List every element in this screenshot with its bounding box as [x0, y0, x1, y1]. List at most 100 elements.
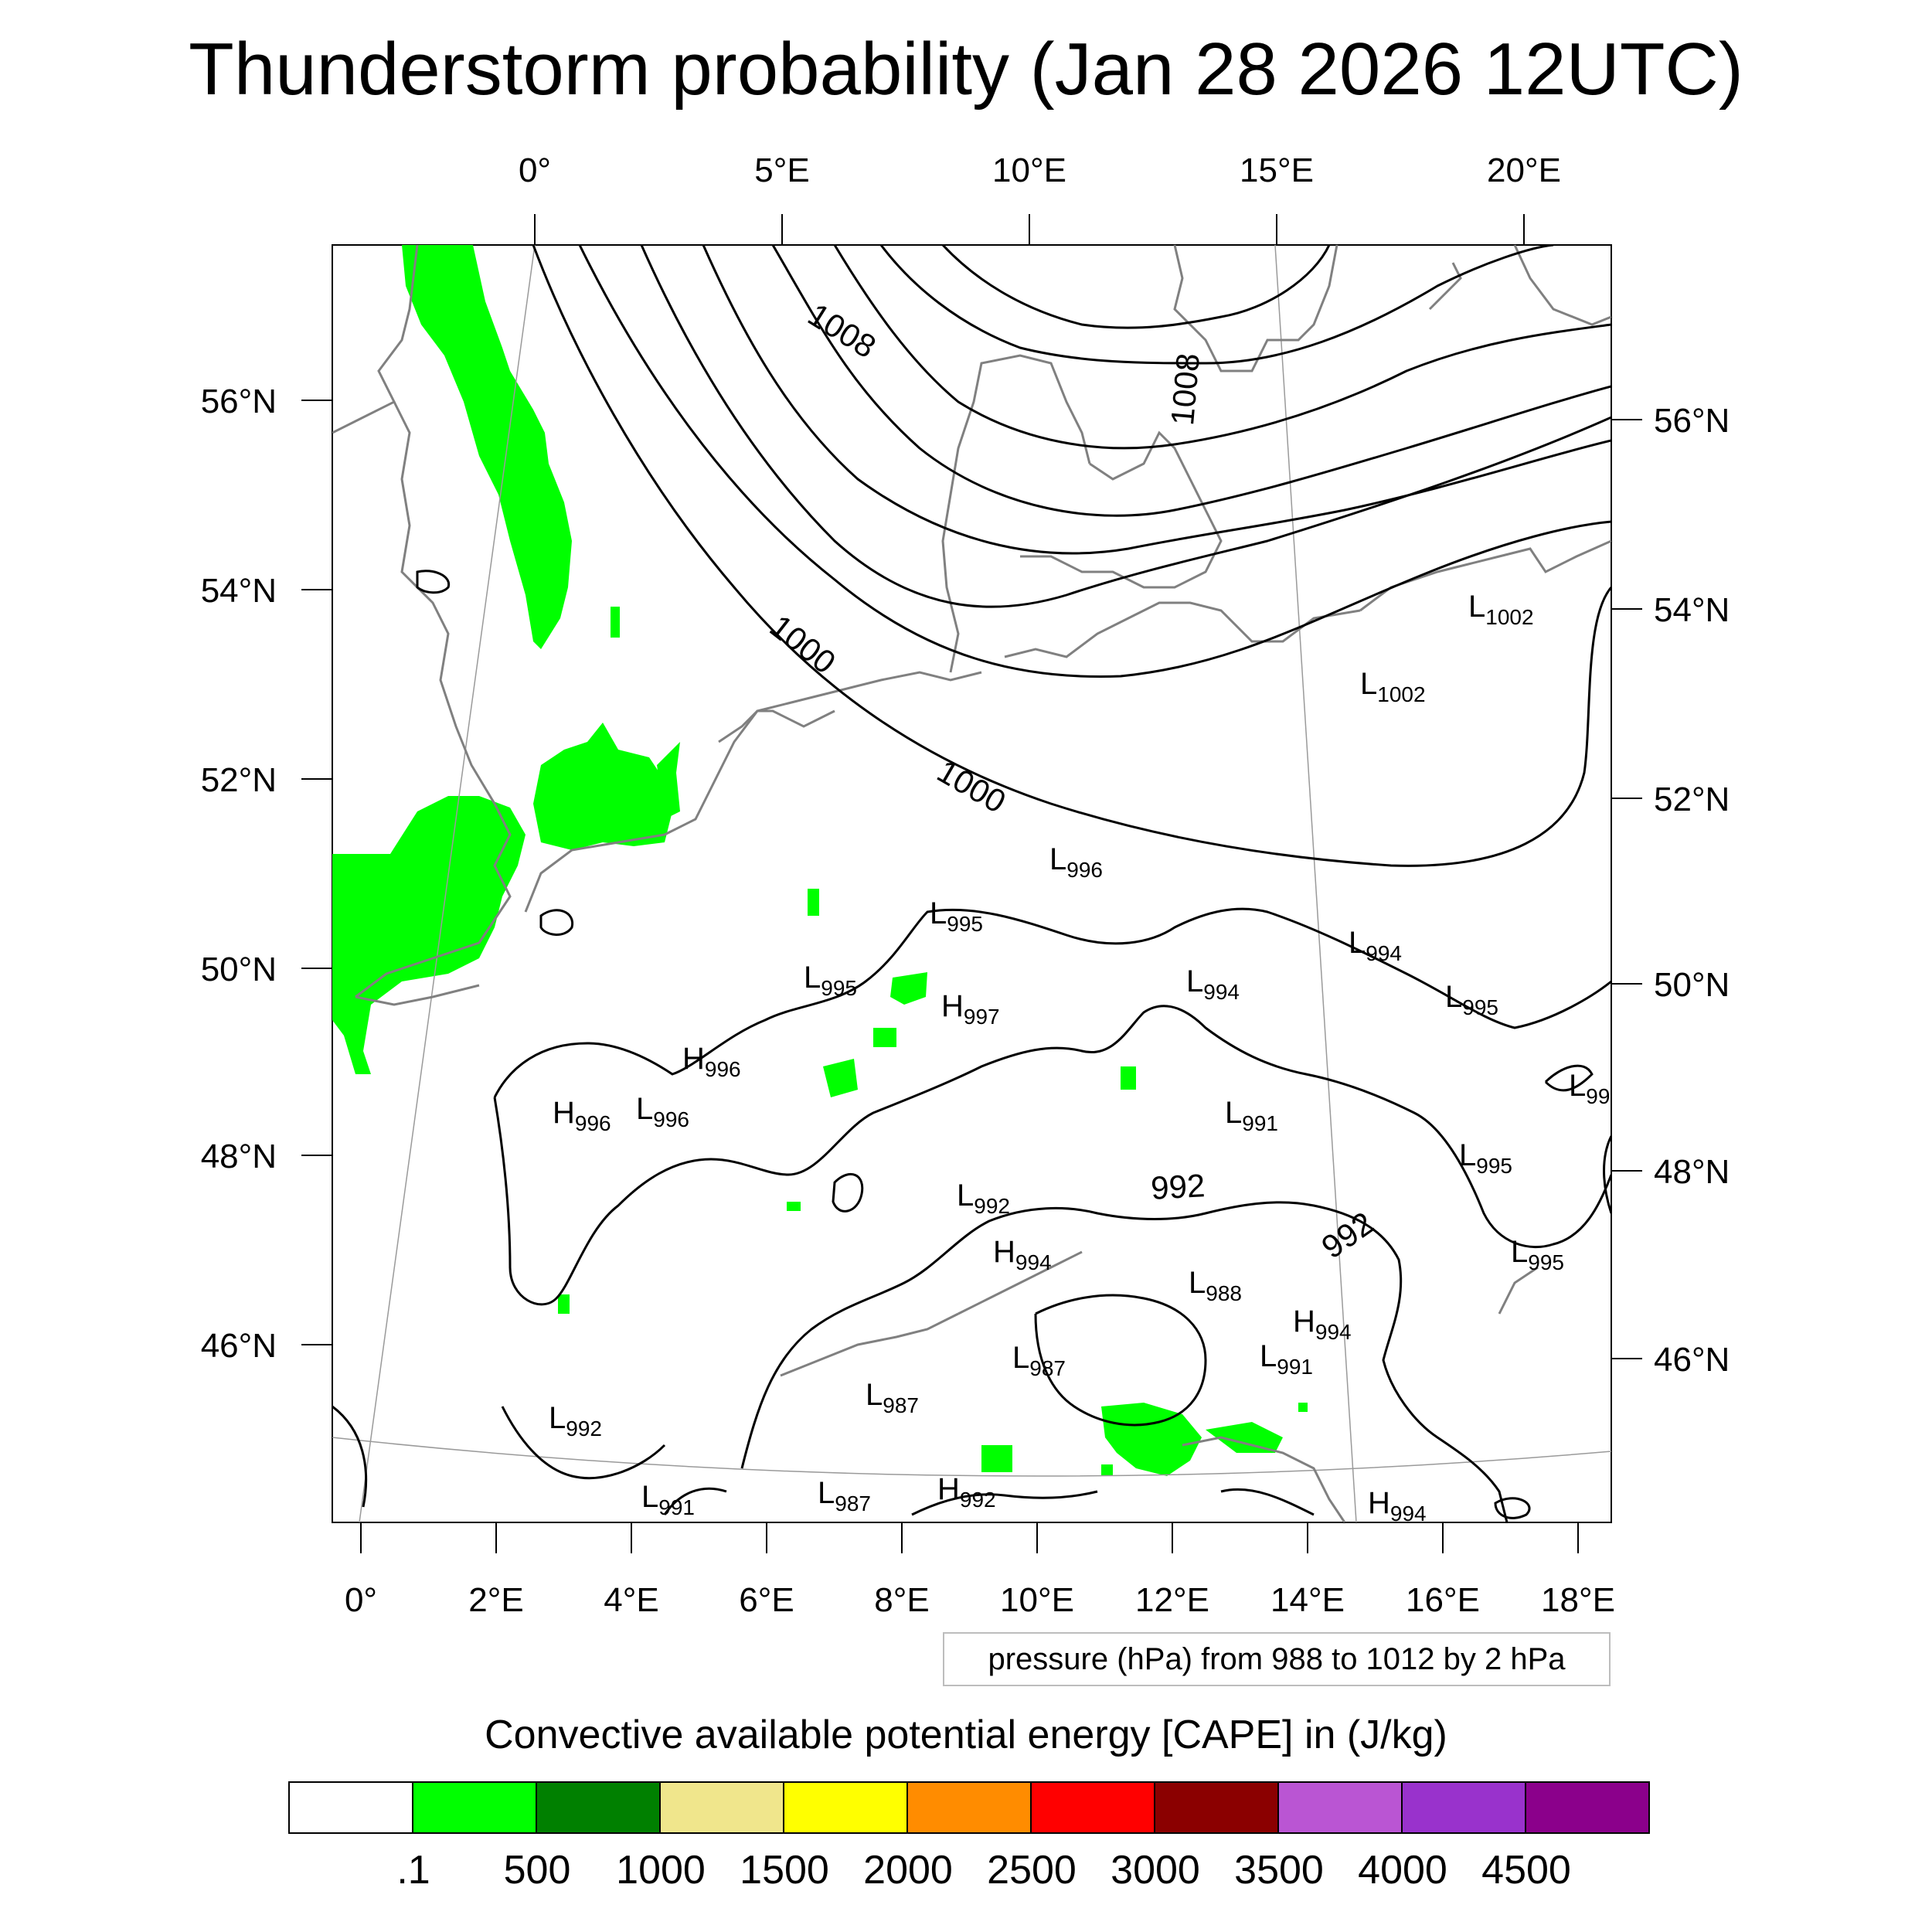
- coastlines: [332, 245, 1611, 1522]
- isobar-996-south: [493, 907, 1611, 1098]
- pressure-center-label: L987: [1012, 1341, 1066, 1380]
- contour-caption: pressure (hPa) from 988 to 1012 by 2 hPa: [943, 1632, 1611, 1686]
- colorbar-swatch: [1403, 1783, 1526, 1832]
- pressure-center-label: L991: [1260, 1339, 1313, 1379]
- isobar-bottom-2: [911, 1490, 1098, 1516]
- colorbar-swatch: [1526, 1783, 1648, 1832]
- coast-netherlands: [718, 709, 835, 743]
- pressure-center-label: L987: [866, 1378, 919, 1417]
- isobar-f: [833, 245, 1611, 450]
- bottom-lon-label: 14°E: [1270, 1581, 1345, 1619]
- isobar-uk-loop: [416, 570, 451, 594]
- pressure-center-label: L99: [1569, 1069, 1610, 1108]
- colorbar-swatch: [1032, 1783, 1155, 1832]
- isobar-988: [1034, 1294, 1207, 1427]
- isobar-east-edge: [1603, 1135, 1611, 1214]
- isobar-e: [771, 245, 1611, 517]
- meridian-0: [359, 245, 536, 1522]
- pressure-center-label: H996: [553, 1096, 611, 1135]
- pressure-center-label: L991: [641, 1480, 695, 1519]
- graticule: [332, 245, 1611, 1522]
- pressure-center-label: H996: [682, 1042, 741, 1081]
- isobar-b: [578, 245, 1611, 678]
- pressure-center-label: L987: [818, 1476, 871, 1515]
- colorbar-title: Convective available potential energy [C…: [485, 1713, 1447, 1757]
- isobar-west-loop: [501, 1406, 666, 1480]
- pressure-center-label: H992: [937, 1472, 996, 1512]
- coast-alps-2: [957, 1250, 1083, 1315]
- pressure-center-label: L995: [930, 896, 983, 936]
- cape-area-uk-2: [533, 723, 672, 850]
- cape-cell-2: [808, 889, 819, 916]
- pressure-center-label: L991: [1225, 1096, 1278, 1135]
- colorbar-swatch: [784, 1783, 908, 1832]
- colorbar-label: 4500: [1481, 1848, 1571, 1893]
- bottom-lon-label: 18°E: [1541, 1581, 1615, 1619]
- coast-alps-1: [780, 1312, 959, 1377]
- colorbar-swatch: [290, 1783, 413, 1832]
- cape-cell-7: [787, 1202, 801, 1211]
- axis-ticks: [301, 214, 1642, 1553]
- isobar-bottom-3: [1220, 1488, 1315, 1516]
- pressure-center-label: L994: [1186, 964, 1240, 1004]
- meridian-15e: [1274, 245, 1357, 1522]
- pressure-center-label: L1002: [1468, 590, 1534, 629]
- isobar-g: [879, 245, 1554, 365]
- coast-baltic-east: [1513, 245, 1611, 326]
- colorbar-label: 3000: [1111, 1848, 1200, 1893]
- isobar-h: [941, 245, 1331, 329]
- cape-area-uk-1: [332, 796, 526, 1074]
- isobar-east-wiggle: [1544, 1064, 1594, 1092]
- right-lat-label: 50°N: [1654, 966, 1730, 1004]
- left-lat-label: 46°N: [201, 1327, 277, 1365]
- top-lon-label: 5°E: [754, 151, 809, 189]
- cape-areas: [332, 245, 1308, 1476]
- colorbar-swatch: [908, 1783, 1032, 1832]
- coast-denmark-west: [941, 354, 1091, 673]
- coast-denmark-east: [1020, 430, 1223, 589]
- colorbar-swatch: [1279, 1783, 1403, 1832]
- colorbar-label: 500: [503, 1848, 571, 1893]
- bottom-lon-label: 0°: [345, 1581, 377, 1619]
- cape-cell-1: [611, 607, 620, 638]
- isobar-uk-loop-2: [539, 909, 574, 936]
- isobar-right-loop: [1494, 1497, 1531, 1519]
- isobar-d: [702, 245, 1611, 555]
- cape-cell-3: [890, 972, 927, 1005]
- bottom-lon-label: 4°E: [604, 1581, 658, 1619]
- cape-area-channel: [657, 742, 680, 819]
- left-lat-label: 50°N: [201, 951, 277, 988]
- right-lat-labels: 56°N 54°N 52°N 50°N 48°N 46°N: [1654, 402, 1730, 1379]
- isobar-north-west: [332, 1405, 368, 1508]
- top-lon-label: 15°E: [1240, 151, 1314, 189]
- colorbar-label: 1500: [740, 1848, 829, 1893]
- pressure-center-label: L996: [1049, 842, 1103, 882]
- pressure-contours: [332, 245, 1611, 1522]
- pressure-center-label: L992: [957, 1179, 1010, 1218]
- cape-cell-10: [981, 1445, 1012, 1472]
- chart-title: Thunderstorm probability (Jan 28 2026 12…: [189, 28, 1743, 111]
- bottom-lon-label: 12°E: [1135, 1581, 1209, 1619]
- pressure-center-label: H997: [941, 989, 1000, 1029]
- colorbar-label: 2500: [987, 1848, 1077, 1893]
- isobar-bottom-1: [663, 1487, 727, 1515]
- colorbar-label: 1000: [616, 1848, 706, 1893]
- contour-label: 992: [1150, 1167, 1206, 1206]
- pressure-center-label: L995: [1511, 1235, 1564, 1274]
- right-lat-label: 48°N: [1654, 1153, 1730, 1191]
- isobar-994-south: [493, 1005, 1611, 1306]
- coast-gotland: [1428, 262, 1462, 311]
- colorbar-label: 2000: [863, 1848, 953, 1893]
- cape-cell-11: [1298, 1403, 1308, 1412]
- left-lat-labels: 56°N 54°N 52°N 50°N 48°N 46°N: [201, 383, 277, 1365]
- coast-scotland-east: [332, 245, 419, 434]
- colorbar-label: 3500: [1234, 1848, 1324, 1893]
- bottom-lon-labels: 0° 2°E 4°E 6°E 8°E 10°E 12°E 14°E 16°E 1…: [345, 1581, 1615, 1619]
- left-lat-label: 54°N: [201, 572, 277, 610]
- pressure-center-label: L995: [804, 961, 857, 1000]
- coast-uk-channel: [355, 984, 480, 1006]
- cape-cell-5: [823, 1059, 858, 1097]
- parallel-45n: [332, 1437, 1611, 1477]
- isobar-992-south: [740, 1201, 1509, 1522]
